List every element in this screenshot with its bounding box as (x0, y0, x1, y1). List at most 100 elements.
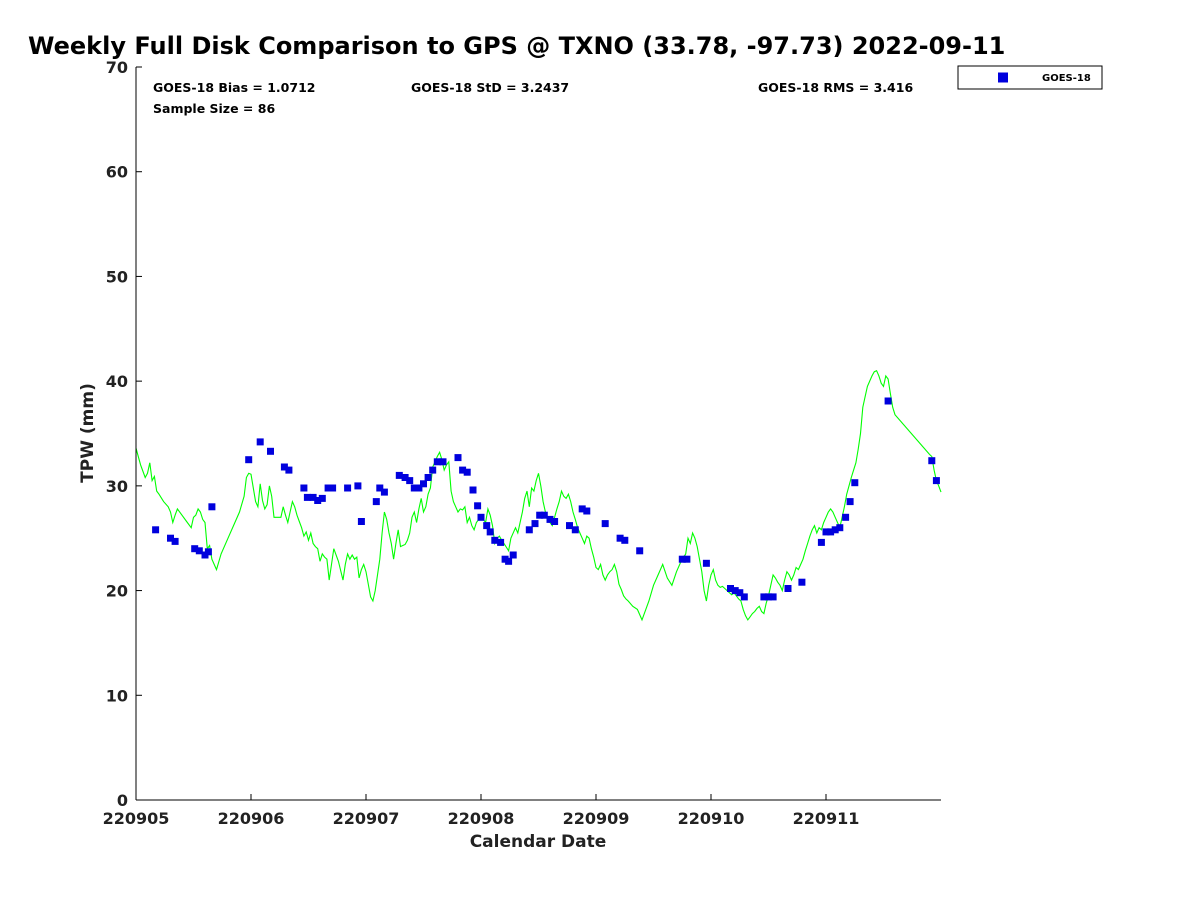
goes18-data-point (505, 557, 513, 565)
x-tick-label: 220909 (563, 809, 630, 828)
goes18-data-point (463, 468, 471, 476)
goes18-data-point (256, 438, 264, 446)
goes18-data-point (497, 538, 505, 546)
gps-line-group (135, 369, 942, 622)
goes18-data-point (736, 589, 744, 597)
goes18-data-point (702, 559, 710, 567)
goes18-data-point (318, 494, 326, 502)
goes18-data-point (191, 545, 199, 553)
goes18-data-point (208, 503, 216, 511)
y-ticks: 0 10 20 30 40 50 60 70 (106, 58, 142, 810)
y-tick-label: 30 (106, 477, 128, 496)
goes18-data-point (324, 484, 332, 492)
goes18-data-point (491, 536, 499, 544)
goes18-data-point (167, 534, 174, 542)
y-tick-label: 40 (106, 372, 128, 391)
goes18-data-point (846, 498, 854, 506)
goes18-data-point (731, 587, 739, 595)
goes18-data-point (884, 397, 892, 405)
goes18-data-point (531, 520, 539, 528)
rms-stat: GOES-18 RMS = 3.416 (758, 80, 913, 95)
goes18-data-point (578, 505, 586, 513)
goes18-data-point (474, 502, 482, 510)
goes18-data-point (928, 457, 936, 465)
goes18-data-point (851, 479, 859, 487)
legend-marker (998, 72, 1008, 83)
goes18-data-point (683, 555, 691, 563)
goes18-data-point (309, 493, 317, 501)
plot-area: 0 10 20 30 40 50 60 70 220905 220906 220907 220908… (103, 58, 942, 828)
goes18-data-point (760, 593, 768, 601)
goes18-data-point (842, 513, 850, 521)
goes18-data-point (817, 538, 825, 546)
goes18-data-point (636, 547, 644, 555)
goes18-data-point (822, 528, 830, 536)
y-tick-label: 20 (106, 582, 128, 601)
goes18-data-point (525, 526, 533, 534)
goes18-data-point (357, 518, 365, 525)
goes18-data-point (551, 518, 559, 525)
goes18-data-point (380, 488, 388, 496)
x-tick-label: 220910 (678, 809, 745, 828)
goes18-data-point (454, 454, 462, 462)
goes18-data-point (486, 528, 494, 536)
scatter-group (152, 397, 940, 601)
y-axis-label: TPW (mm) (78, 383, 98, 483)
goes18-data-point (354, 482, 362, 490)
goes18-data-point (459, 466, 467, 474)
y-tick-label: 10 (106, 686, 128, 705)
goes18-data-point (171, 537, 179, 545)
y-tick-label: 60 (106, 163, 128, 182)
goes18-data-point (420, 480, 427, 488)
goes18-data-point (429, 466, 437, 474)
goes18-data-point (827, 528, 835, 536)
legend-box (957, 65, 1103, 90)
goes18-data-point (601, 520, 609, 528)
goes18-data-point (836, 524, 844, 532)
goes18-data-point (280, 463, 288, 471)
goes18-data-point (314, 497, 322, 504)
legend-label: GOES-18 (1042, 73, 1091, 84)
goes18-data-point (477, 513, 485, 521)
goes18-data-point (424, 474, 432, 481)
x-tick-label: 220905 (103, 809, 170, 828)
goes18-data-point (509, 551, 517, 559)
goes18-data-point (740, 593, 748, 601)
goes18-data-point (152, 526, 160, 534)
goes18-data-point (329, 484, 337, 492)
goes18-data-point (727, 585, 734, 592)
x-tick-label: 220906 (218, 809, 285, 828)
goes18-data-point (372, 498, 380, 506)
goes18-data-point (344, 484, 352, 492)
goes18-data-point (376, 484, 384, 492)
goes18-data-point (204, 548, 212, 556)
goes18-data-point (566, 522, 573, 530)
goes18-data-point (571, 526, 579, 534)
goes18-data-point (583, 507, 591, 515)
x-tick-label: 220911 (793, 809, 860, 828)
goes18-data-point (406, 477, 414, 485)
goes18-data-point (621, 536, 629, 544)
gps-series-line (135, 369, 942, 622)
goes18-data-point (536, 511, 544, 519)
goes18-data-point (540, 511, 548, 519)
goes18-data-point (932, 477, 940, 485)
goes18-data-point (439, 458, 447, 466)
goes18-data-point (616, 534, 624, 542)
goes18-data-point (415, 484, 423, 492)
goes18-data-point (831, 526, 839, 534)
goes18-data-point (784, 585, 792, 592)
goes18-data-point (245, 456, 253, 464)
std-stat: GOES-18 StD = 3.2437 (411, 80, 569, 95)
y-tick-label: 50 (106, 267, 128, 286)
goes18-data-point (469, 486, 477, 494)
goes18-data-point (410, 484, 418, 492)
sample-size-stat: Sample Size = 86 (153, 101, 275, 116)
goes18-data-point (769, 593, 777, 601)
x-tick-label: 220908 (448, 809, 515, 828)
goes18-data-point (303, 493, 311, 501)
goes18-data-point (798, 578, 806, 586)
goes18-data-point (678, 555, 686, 563)
